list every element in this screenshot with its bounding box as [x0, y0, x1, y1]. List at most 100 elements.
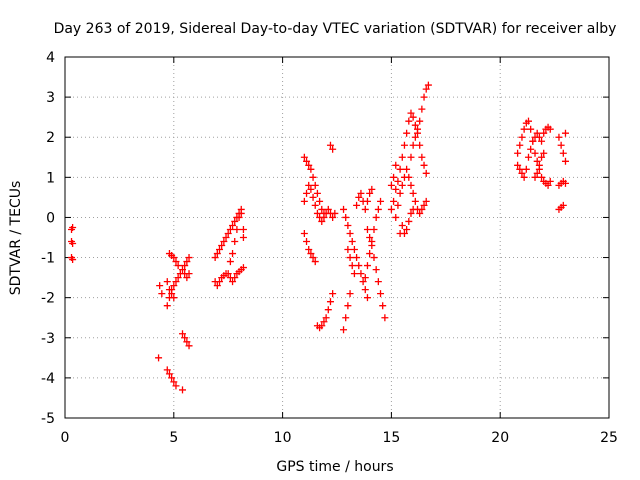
data-point	[357, 270, 365, 278]
data-point	[540, 149, 548, 157]
data-point	[324, 205, 332, 213]
data-point	[307, 165, 315, 173]
data-point	[165, 286, 173, 294]
x-tick-label: 0	[61, 430, 70, 446]
data-point	[342, 213, 350, 221]
data-point	[239, 225, 247, 233]
data-point	[355, 193, 363, 201]
data-point	[409, 189, 417, 197]
data-point	[398, 153, 406, 161]
data-point	[348, 262, 356, 270]
data-point	[320, 213, 328, 221]
data-point	[420, 93, 428, 101]
data-point	[185, 342, 193, 350]
data-point	[318, 217, 326, 225]
data-point	[172, 382, 180, 390]
data-point	[561, 179, 569, 187]
data-point	[411, 197, 419, 205]
data-point	[185, 254, 193, 262]
data-point	[179, 386, 187, 394]
data-point	[170, 254, 178, 262]
y-tick-label: 2	[46, 130, 55, 146]
data-point	[224, 270, 232, 278]
data-point	[229, 250, 237, 258]
grid-lines	[65, 57, 609, 418]
data-point	[414, 125, 422, 133]
data-point	[222, 234, 230, 241]
data-point	[172, 278, 180, 286]
data-point	[353, 201, 361, 209]
data-point	[411, 121, 419, 129]
x-tick-label: 20	[491, 430, 509, 446]
data-point	[233, 225, 241, 233]
data-point	[300, 197, 308, 205]
data-point	[318, 322, 326, 330]
data-point	[390, 197, 398, 205]
data-point	[363, 225, 371, 233]
data-point	[183, 258, 191, 266]
data-point	[346, 229, 354, 237]
data-point	[318, 205, 326, 213]
data-point	[361, 286, 369, 294]
data-point	[307, 250, 315, 258]
data-point	[392, 161, 400, 169]
data-point	[527, 145, 535, 153]
data-point	[405, 217, 413, 225]
data-point	[309, 173, 317, 181]
data-point	[359, 278, 367, 286]
data-point	[377, 290, 385, 298]
data-point	[181, 262, 189, 270]
data-point	[394, 201, 402, 209]
data-point	[355, 262, 363, 270]
data-point	[326, 141, 334, 149]
data-point	[416, 141, 424, 149]
data-point	[69, 256, 77, 264]
data-point	[538, 137, 546, 145]
data-point	[179, 266, 187, 274]
data-point	[346, 290, 354, 298]
data-point	[559, 149, 567, 157]
data-point	[163, 302, 171, 310]
data-point	[407, 209, 415, 217]
data-point	[422, 85, 430, 93]
data-point	[155, 354, 163, 362]
data-point	[300, 229, 308, 237]
data-point	[416, 117, 424, 125]
data-point	[529, 137, 537, 145]
data-point	[533, 169, 541, 177]
data-point	[394, 177, 402, 185]
y-tick-label: 4	[46, 50, 55, 66]
data-point	[377, 197, 385, 205]
data-point	[418, 105, 426, 113]
x-tick-label: 10	[274, 430, 292, 446]
data-point	[174, 274, 182, 282]
data-point	[533, 129, 541, 137]
data-point	[307, 185, 315, 193]
data-point	[368, 238, 376, 246]
data-point	[392, 185, 400, 193]
data-point	[331, 209, 339, 217]
data-point	[229, 221, 237, 229]
data-point	[346, 254, 354, 262]
data-point	[313, 189, 321, 197]
data-point	[398, 181, 406, 189]
data-point	[344, 246, 352, 254]
data-point	[309, 254, 317, 262]
data-point	[561, 129, 569, 137]
data-point	[403, 165, 411, 173]
data-point	[226, 225, 234, 233]
data-point	[218, 242, 226, 250]
data-point	[340, 205, 348, 213]
data-point	[172, 258, 180, 266]
data-point	[396, 189, 404, 197]
data-point	[387, 181, 395, 189]
data-point	[559, 201, 567, 209]
data-point	[211, 254, 219, 262]
data-point	[520, 173, 528, 181]
data-point	[524, 153, 532, 161]
data-point	[403, 129, 411, 137]
data-point	[320, 318, 328, 326]
data-point	[168, 374, 176, 382]
data-point	[170, 282, 178, 290]
data-point	[361, 274, 369, 282]
